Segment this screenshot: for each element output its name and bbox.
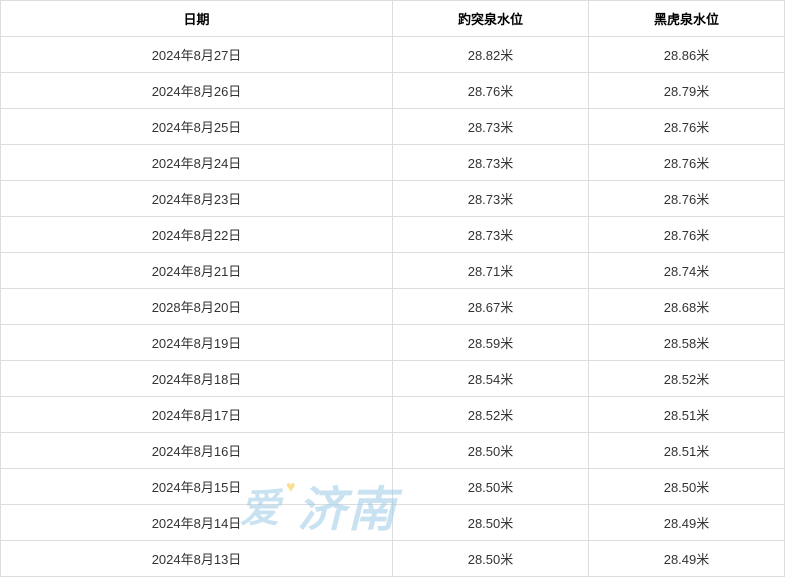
cell-baotu: 28.71米: [393, 253, 589, 289]
cell-heihu: 28.68米: [589, 289, 785, 325]
cell-heihu: 28.52米: [589, 361, 785, 397]
cell-date: 2024年8月18日: [1, 361, 393, 397]
table-row: 2024年8月23日28.73米28.76米: [1, 181, 785, 217]
cell-date: 2024年8月15日: [1, 469, 393, 505]
cell-baotu: 28.54米: [393, 361, 589, 397]
cell-date: 2028年8月20日: [1, 289, 393, 325]
cell-heihu: 28.76米: [589, 109, 785, 145]
cell-heihu: 28.51米: [589, 397, 785, 433]
cell-heihu: 28.49米: [589, 505, 785, 541]
cell-date: 2024年8月24日: [1, 145, 393, 181]
cell-date: 2024年8月14日: [1, 505, 393, 541]
table-row: 2024年8月21日28.71米28.74米: [1, 253, 785, 289]
cell-heihu: 28.51米: [589, 433, 785, 469]
table-row: 2024年8月16日28.50米28.51米: [1, 433, 785, 469]
cell-date: 2024年8月23日: [1, 181, 393, 217]
table-row: 2024年8月19日28.59米28.58米: [1, 325, 785, 361]
cell-heihu: 28.76米: [589, 217, 785, 253]
cell-baotu: 28.76米: [393, 73, 589, 109]
cell-date: 2024年8月16日: [1, 433, 393, 469]
table-row: 2024年8月17日28.52米28.51米: [1, 397, 785, 433]
cell-heihu: 28.58米: [589, 325, 785, 361]
cell-heihu: 28.79米: [589, 73, 785, 109]
cell-baotu: 28.50米: [393, 469, 589, 505]
water-level-table: 日期 趵突泉水位 黑虎泉水位 2024年8月27日28.82米28.86米202…: [0, 0, 785, 577]
col-header-date: 日期: [1, 1, 393, 37]
table-row: 2024年8月14日28.50米28.49米: [1, 505, 785, 541]
cell-date: 2024年8月22日: [1, 217, 393, 253]
table-row: 2024年8月18日28.54米28.52米: [1, 361, 785, 397]
cell-heihu: 28.49米: [589, 541, 785, 577]
cell-baotu: 28.50米: [393, 505, 589, 541]
table-row: 2024年8月22日28.73米28.76米: [1, 217, 785, 253]
col-header-heihu: 黑虎泉水位: [589, 1, 785, 37]
cell-baotu: 28.50米: [393, 541, 589, 577]
table-row: 2024年8月15日28.50米28.50米: [1, 469, 785, 505]
table-row: 2028年8月20日28.67米28.68米: [1, 289, 785, 325]
cell-baotu: 28.67米: [393, 289, 589, 325]
cell-date: 2024年8月19日: [1, 325, 393, 361]
table-row: 2024年8月26日28.76米28.79米: [1, 73, 785, 109]
cell-heihu: 28.86米: [589, 37, 785, 73]
cell-date: 2024年8月27日: [1, 37, 393, 73]
cell-baotu: 28.73米: [393, 109, 589, 145]
table-header-row: 日期 趵突泉水位 黑虎泉水位: [1, 1, 785, 37]
cell-baotu: 28.50米: [393, 433, 589, 469]
cell-date: 2024年8月25日: [1, 109, 393, 145]
table-row: 2024年8月24日28.73米28.76米: [1, 145, 785, 181]
cell-baotu: 28.52米: [393, 397, 589, 433]
cell-baotu: 28.73米: [393, 181, 589, 217]
table-row: 2024年8月27日28.82米28.86米: [1, 37, 785, 73]
table-body: 2024年8月27日28.82米28.86米2024年8月26日28.76米28…: [1, 37, 785, 577]
table-row: 2024年8月25日28.73米28.76米: [1, 109, 785, 145]
cell-heihu: 28.74米: [589, 253, 785, 289]
cell-date: 2024年8月26日: [1, 73, 393, 109]
cell-baotu: 28.82米: [393, 37, 589, 73]
cell-date: 2024年8月17日: [1, 397, 393, 433]
cell-date: 2024年8月13日: [1, 541, 393, 577]
table-row: 2024年8月13日28.50米28.49米: [1, 541, 785, 577]
cell-baotu: 28.59米: [393, 325, 589, 361]
cell-baotu: 28.73米: [393, 145, 589, 181]
cell-baotu: 28.73米: [393, 217, 589, 253]
cell-heihu: 28.76米: [589, 181, 785, 217]
cell-date: 2024年8月21日: [1, 253, 393, 289]
cell-heihu: 28.76米: [589, 145, 785, 181]
cell-heihu: 28.50米: [589, 469, 785, 505]
col-header-baotu: 趵突泉水位: [393, 1, 589, 37]
